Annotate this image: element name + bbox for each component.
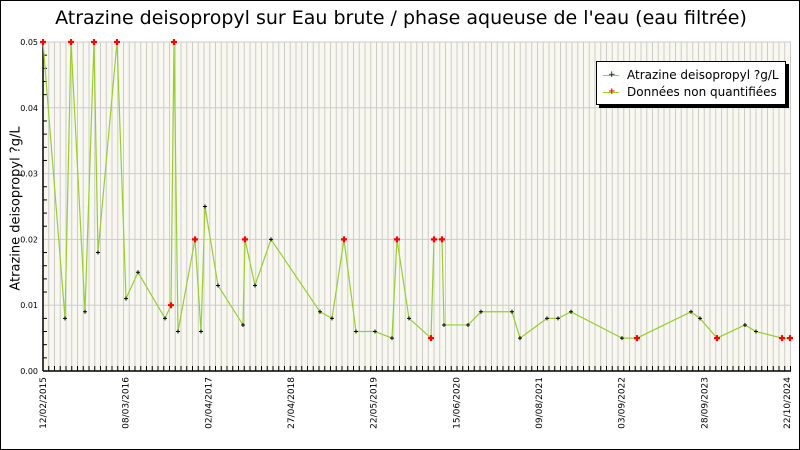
legend-item-measured: + Atrazine deisopropyl ?g/L [603,67,779,83]
y-tick-label: 0.02 [20,235,38,244]
legend-label: Données non quantifiées [627,85,777,99]
x-tick-label: 15/06/2020 [452,377,462,429]
legend-item-non-quantified: + Données non quantifiées [603,84,777,100]
black-plus-marker-icon: + [603,70,619,80]
x-tick-label: 03/09/2022 [618,377,628,429]
x-tick-label: 27/04/2018 [287,377,297,429]
x-tick-label: 08/03/2016 [122,377,132,429]
y-axis-label: Atrazine deisopropyl ?g/L [8,126,24,291]
legend-label: Atrazine deisopropyl ?g/L [627,68,779,82]
x-tick-label: 22/05/2019 [370,377,380,429]
legend: + Atrazine deisopropyl ?g/L + Données no… [596,61,786,105]
y-tick-label: 0.01 [20,301,38,310]
y-tick-label: 0.00 [20,367,38,376]
x-tick-label: 12/02/2015 [39,377,49,429]
y-tick-label: 0.04 [20,104,38,113]
red-plus-marker-icon: + [603,87,619,97]
chart-title: Atrazine deisopropyl sur Eau brute / pha… [55,7,747,29]
x-tick-label: 22/10/2024 [783,377,793,429]
y-tick-label: 0.03 [20,170,38,179]
x-tick-label: 02/04/2017 [204,377,214,429]
x-tick-label: 28/09/2023 [700,377,710,429]
x-tick-label: 09/08/2021 [535,377,545,429]
y-tick-label: 0.05 [20,38,38,47]
